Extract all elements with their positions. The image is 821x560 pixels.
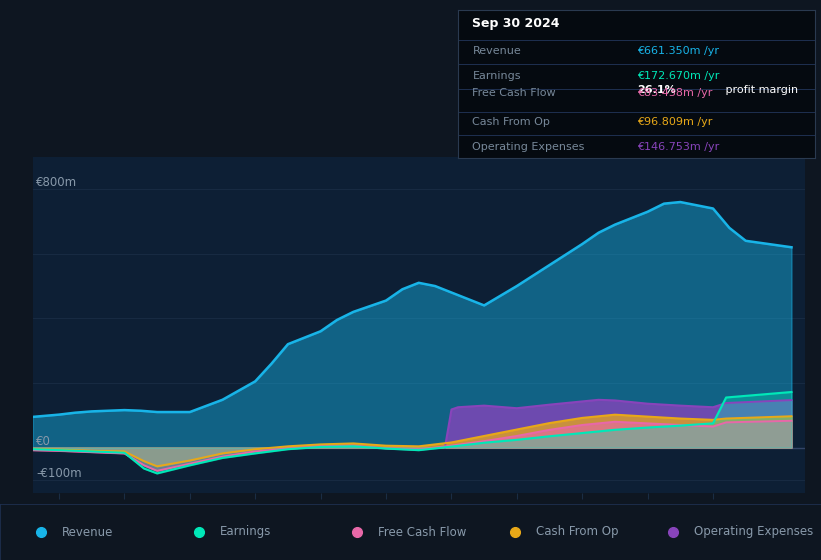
Text: Free Cash Flow: Free Cash Flow — [378, 525, 466, 539]
Text: Cash From Op: Cash From Op — [536, 525, 618, 539]
Text: €661.350m /yr: €661.350m /yr — [637, 46, 718, 56]
Text: €96.809m /yr: €96.809m /yr — [637, 117, 712, 127]
Text: -€100m: -€100m — [36, 467, 82, 480]
Text: Free Cash Flow: Free Cash Flow — [472, 88, 556, 98]
Text: Earnings: Earnings — [472, 71, 521, 81]
Text: Revenue: Revenue — [472, 46, 521, 56]
Text: Cash From Op: Cash From Op — [472, 117, 550, 127]
Text: Sep 30 2024: Sep 30 2024 — [472, 17, 560, 30]
Text: €172.670m /yr: €172.670m /yr — [637, 71, 719, 81]
Text: Earnings: Earnings — [220, 525, 271, 539]
Text: Operating Expenses: Operating Expenses — [694, 525, 813, 539]
Text: Revenue: Revenue — [62, 525, 113, 539]
Text: €146.753m /yr: €146.753m /yr — [637, 142, 719, 152]
Text: €0: €0 — [36, 435, 51, 447]
Text: Operating Expenses: Operating Expenses — [472, 142, 585, 152]
Text: 26.1%: 26.1% — [637, 85, 676, 95]
Text: profit margin: profit margin — [722, 85, 799, 95]
Text: €83.438m /yr: €83.438m /yr — [637, 88, 712, 98]
Text: €800m: €800m — [36, 176, 77, 189]
